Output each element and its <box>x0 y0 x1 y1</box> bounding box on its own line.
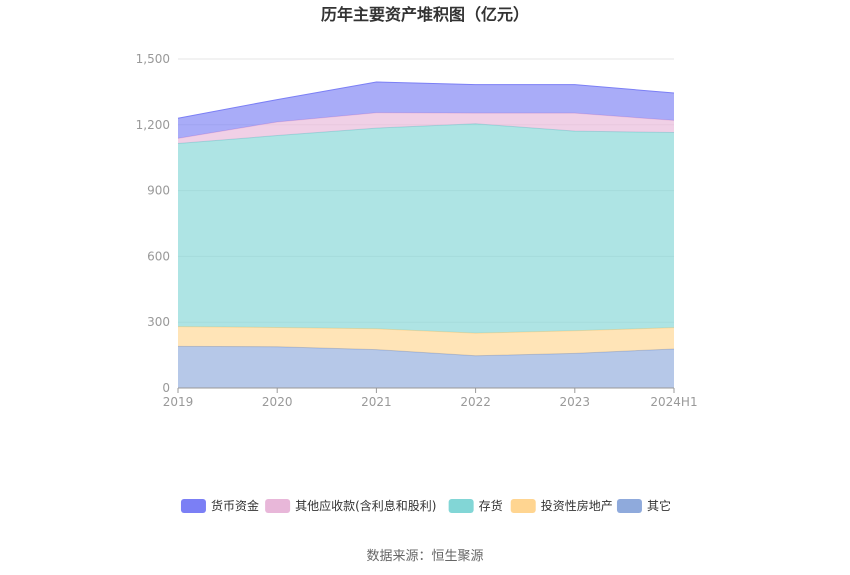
x-tick-label: 2021 <box>361 395 392 409</box>
area-其他应收款(含利息和股利) <box>178 112 674 144</box>
y-tick-label: 600 <box>147 249 170 263</box>
x-tick-label: 2024H1 <box>650 395 697 409</box>
legend-item[interactable]: 其它 <box>616 498 671 513</box>
y-tick-label: 900 <box>147 184 170 198</box>
area-货币资金 <box>178 82 674 139</box>
area-其它 <box>178 346 674 388</box>
x-tick-label: 2019 <box>163 395 194 409</box>
legend-swatch <box>616 499 642 513</box>
y-tick-label: 300 <box>147 315 170 329</box>
legend-label: 存货 <box>479 498 503 513</box>
y-tick-label: 1,200 <box>136 118 170 132</box>
legend-item[interactable]: 货币资金 <box>180 498 259 513</box>
area-投资性房地产 <box>178 326 674 356</box>
legend-swatch <box>448 499 474 513</box>
x-tick-label: 2022 <box>460 395 491 409</box>
x-axis: 2019 2020 2021 2022 2023 2024H1 <box>163 387 698 409</box>
legend-swatch <box>180 499 206 513</box>
legend-item[interactable]: 其他应收款(含利息和股利) <box>265 498 436 513</box>
legend-label: 货币资金 <box>211 498 259 513</box>
area-series <box>177 81 675 388</box>
y-axis: 0 300 600 900 1,200 1,500 <box>136 52 170 395</box>
legend-label: 其它 <box>647 498 671 513</box>
y-tick-label: 0 <box>162 381 170 395</box>
x-tick-label: 2023 <box>560 395 591 409</box>
y-tick-label: 1,500 <box>136 52 170 66</box>
legend-swatch <box>265 499 291 513</box>
legend-item[interactable]: 存货 <box>448 498 503 513</box>
chart-title: 历年主要资产堆积图（亿元） <box>321 5 529 24</box>
area-line-货币资金 <box>177 81 675 119</box>
legend-item[interactable]: 投资性房地产 <box>510 498 613 513</box>
x-tick-label: 2020 <box>262 395 293 409</box>
legend-label: 投资性房地产 <box>541 498 613 513</box>
data-source: 数据来源：恒生聚源 <box>366 549 483 564</box>
area-存货 <box>178 123 674 334</box>
legend: 货币资金 其他应收款(含利息和股利) 存货 投资性房地产 其它 <box>180 498 671 513</box>
legend-label: 其他应收款(含利息和股利) <box>295 498 436 513</box>
legend-swatch <box>510 499 536 513</box>
